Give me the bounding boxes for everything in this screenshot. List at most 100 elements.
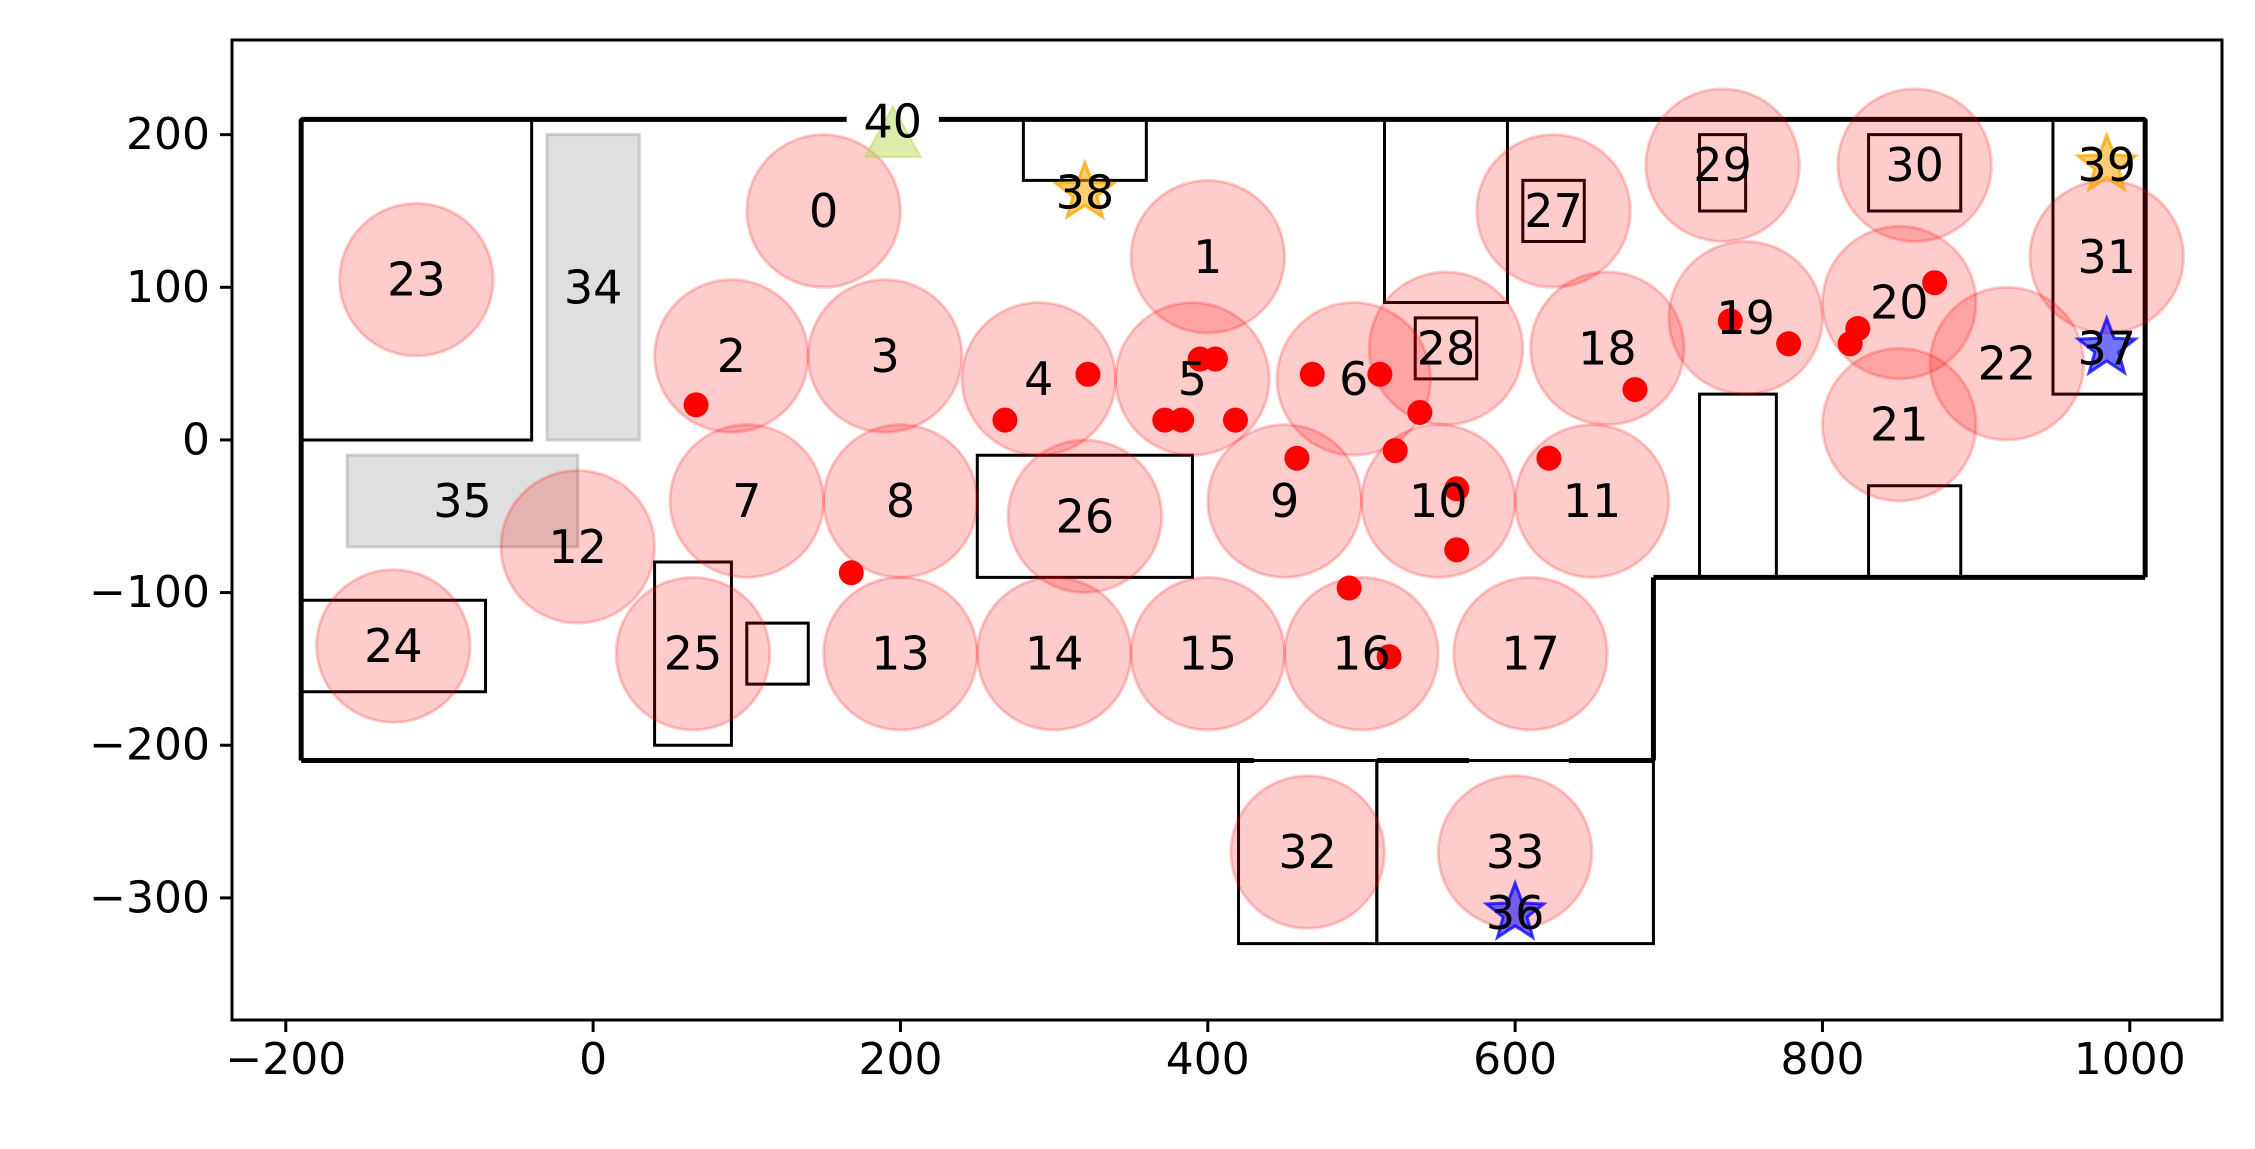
zone-circle-7 (668, 423, 826, 579)
zone-circle-13 (822, 575, 979, 732)
room-outline-6 (1383, 117, 1509, 305)
star-marker-39 (2074, 130, 2140, 193)
marker-label-40: 40 (863, 95, 922, 149)
zone-label-16: 16 (1332, 627, 1391, 681)
marker-label-36: 36 (1486, 886, 1545, 940)
room-outline-10 (1867, 133, 1963, 213)
zone-label-25: 25 (664, 627, 723, 681)
y-tick-label-0: 0 (182, 414, 210, 465)
room-outline-7 (1521, 178, 1586, 243)
zone-circle-3 (806, 278, 964, 434)
room-outline-13 (1867, 484, 1963, 579)
zone-label-0: 0 (809, 184, 838, 238)
zone-label-12: 12 (548, 520, 607, 574)
zone-circle-0 (745, 133, 902, 289)
zone-label-7: 7 (732, 474, 761, 528)
zone-circle-30 (1836, 87, 1993, 243)
zone-label-3: 3 (870, 329, 899, 383)
red-point-10 (1367, 361, 1393, 387)
zone-circle-17 (1452, 575, 1609, 732)
x-axis: −200 0 200 400 600 800 1000 (225, 1020, 2186, 1085)
room-outline-8 (1413, 316, 1479, 381)
red-point-8 (1299, 361, 1325, 387)
zone-label-11: 11 (1563, 474, 1622, 528)
gray-block-35 (345, 453, 580, 549)
zone-circle-21 (1820, 346, 1978, 503)
zone-circle-10 (1359, 423, 1517, 579)
zone-label-18: 18 (1578, 321, 1637, 375)
red-point-15 (1336, 575, 1362, 601)
y-tick-label-200: 200 (126, 109, 210, 160)
triangle-marker-40 (863, 104, 923, 159)
zone-circle-26 (1006, 438, 1164, 595)
zone-label-32: 32 (1278, 825, 1337, 879)
zone-label-23: 23 (387, 253, 446, 307)
room-outline-3 (745, 621, 810, 686)
red-point-2 (1075, 361, 1101, 387)
zone-label-10: 10 (1409, 474, 1468, 528)
red-point-7 (1222, 407, 1248, 433)
zone-circle-8 (822, 423, 979, 579)
red-point-23 (1922, 270, 1948, 296)
zone-circle-29 (1644, 87, 1801, 243)
zone-circle-9 (1206, 423, 1363, 579)
marker-label-39: 39 (2077, 138, 2136, 192)
room-outline-11 (2051, 117, 2147, 396)
room-outline-4 (975, 453, 1194, 579)
zone-label-15: 15 (1179, 627, 1238, 681)
y-tick-label--200: −200 (89, 720, 210, 771)
room-outline-0 (299, 117, 534, 442)
red-point-18 (1622, 377, 1648, 403)
gray-blocks-layer (345, 133, 641, 549)
zone-label-33: 33 (1486, 825, 1545, 879)
zone-label-1: 1 (1193, 230, 1222, 284)
zone-label-24: 24 (364, 619, 423, 673)
zone-label-13: 13 (871, 627, 930, 681)
x-tick-label-200: 200 (858, 1034, 942, 1085)
x-tick-label-400: 400 (1166, 1034, 1250, 1085)
zone-circle-33 (1436, 774, 1594, 930)
red-point-9 (1284, 445, 1310, 471)
zone-circle-27 (1475, 133, 1632, 289)
star-marker-36 (1482, 878, 1548, 941)
points-layer (683, 270, 1948, 670)
zone-circle-19 (1667, 239, 1824, 396)
room-outline-5 (1021, 117, 1148, 182)
marker-label-38: 38 (1056, 166, 1115, 220)
zone-label-27: 27 (1524, 184, 1583, 238)
gray-block-label-34: 34 (564, 260, 623, 314)
x-tick-label-1000: 1000 (2074, 1034, 2186, 1085)
red-point-11 (1382, 438, 1408, 464)
zone-circle-1 (1129, 178, 1287, 335)
red-point-4 (1169, 407, 1195, 433)
red-point-24 (838, 560, 864, 586)
y-tick-label--100: −100 (89, 567, 210, 618)
zone-label-21: 21 (1870, 398, 1929, 452)
zone-circle-22 (1928, 285, 2086, 442)
marker-label-37: 37 (2077, 321, 2136, 375)
x-tick-label-800: 800 (1780, 1034, 1864, 1085)
zone-label-14: 14 (1025, 627, 1084, 681)
y-tick-label-100: 100 (126, 262, 210, 313)
zone-circle-15 (1129, 575, 1287, 732)
zone-label-26: 26 (1056, 489, 1115, 543)
zone-label-17: 17 (1501, 627, 1560, 681)
zone-label-28: 28 (1417, 321, 1476, 375)
zone-circle-25 (614, 575, 772, 732)
zone-label-5: 5 (1178, 352, 1207, 406)
red-point-13 (1444, 476, 1470, 502)
red-point-12 (1407, 399, 1433, 425)
red-point-6 (1202, 346, 1228, 372)
zone-label-4: 4 (1024, 352, 1053, 406)
zone-label-22: 22 (1978, 337, 2037, 391)
x-tick-label--200: −200 (225, 1034, 346, 1085)
room-outline-12 (1698, 392, 1778, 579)
zone-circle-28 (1367, 270, 1525, 427)
zone-circle-23 (338, 201, 495, 358)
x-tick-label-600: 600 (1473, 1034, 1557, 1085)
red-point-14 (1444, 537, 1470, 563)
zone-circle-32 (1229, 774, 1387, 930)
